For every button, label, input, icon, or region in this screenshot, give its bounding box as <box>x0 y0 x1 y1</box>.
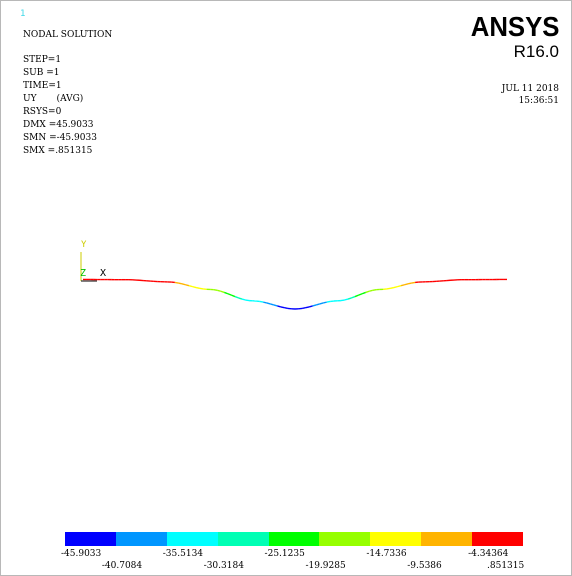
beam-segment <box>308 305 313 308</box>
beam-segment <box>188 285 193 288</box>
color-legend: -45.9033 -35.5134 -25.1235 -14.7336 -4.34364… <box>61 532 524 571</box>
beam-segment <box>220 290 225 294</box>
beam-segment <box>259 300 264 303</box>
beam-segment <box>174 281 179 284</box>
legend-label-lower: -30.3184 <box>203 561 244 571</box>
beam-segment <box>213 289 218 292</box>
beam-segment <box>217 289 221 292</box>
legend-swatch <box>166 532 219 546</box>
beam-segment <box>340 299 345 302</box>
legend-label-lower: .851315 <box>487 561 525 571</box>
beam-segment <box>347 297 352 300</box>
beam-segment <box>241 298 246 301</box>
legend-swatch <box>319 532 371 546</box>
info-smn: SMN =-45.9033 <box>23 133 97 143</box>
legend-label-upper: -25.1235 <box>264 549 305 559</box>
beam-segment <box>369 289 373 292</box>
beam-segment <box>270 303 274 306</box>
beam-segment <box>400 284 405 287</box>
beam-segment <box>386 287 391 290</box>
info-step: STEP=1 <box>23 55 62 65</box>
legend-label-upper: -14.7336 <box>366 549 407 559</box>
beam-segment <box>266 302 271 305</box>
beam-segment <box>181 283 186 286</box>
beam-segment <box>273 304 278 307</box>
beam-segment <box>263 301 267 304</box>
brand-version: R16.0 <box>513 42 559 61</box>
beam-segment <box>224 291 229 295</box>
beam-segment <box>280 306 285 309</box>
beam-segment <box>301 307 306 310</box>
beam-segment <box>351 295 356 299</box>
legend-swatch <box>115 532 168 546</box>
info-rsys: RSYS=0 <box>23 107 62 117</box>
beam-segment <box>411 281 416 284</box>
coordinate-triad: Y Z X <box>80 240 106 282</box>
beam-segment <box>358 293 363 296</box>
beam-segment <box>404 283 409 286</box>
beam-segment <box>361 291 366 295</box>
info-dmx: DMX =45.9033 <box>23 120 94 130</box>
legend-label-upper: -35.5134 <box>162 549 204 559</box>
timestamp-date: JUL 11 2018 <box>501 84 559 94</box>
brand-name: ANSYS <box>470 11 559 42</box>
beam-segment <box>407 282 412 285</box>
legend-label-lower: -40.7084 <box>101 561 143 571</box>
triad-y-label: Y <box>81 240 87 250</box>
beam-segment <box>326 300 331 303</box>
beam-segment <box>178 282 183 285</box>
beam-segment <box>316 303 320 306</box>
legend-label-upper: -45.9033 <box>61 549 102 559</box>
legend-swatch <box>370 532 422 546</box>
info-sub: SUB =1 <box>23 68 60 78</box>
timestamp-time: 15:36:51 <box>518 96 559 106</box>
beam-segment <box>365 290 370 294</box>
beam-segment <box>372 289 377 292</box>
triad-x-label: X <box>100 268 106 279</box>
legend-swatch <box>268 532 320 546</box>
beam-segment <box>390 286 395 289</box>
beam-segment <box>199 287 204 290</box>
beam-segment <box>185 284 190 287</box>
info-time: TIME=1 <box>23 81 62 91</box>
beam-segment <box>245 299 250 302</box>
beam-segment <box>393 285 398 289</box>
beam-segment <box>227 293 232 296</box>
legend-swatch <box>421 532 473 546</box>
beam-segment <box>344 298 349 301</box>
beam-segment <box>231 294 236 298</box>
beam-segment <box>323 301 327 304</box>
beam-segment <box>238 297 243 300</box>
timestamp: JUL 11 2018 15:36:51 <box>502 83 559 107</box>
beam-segment <box>195 286 200 289</box>
legend-label-lower: -9.5386 <box>407 561 442 571</box>
window-number: 1 <box>20 9 26 19</box>
triad-z-label: Z <box>80 268 86 279</box>
beam-segment <box>284 307 289 310</box>
beam-segment <box>319 302 324 305</box>
beam-segment <box>354 294 359 298</box>
info-result: UY (AVG) <box>23 94 84 104</box>
beam-segment <box>277 305 282 308</box>
deformed-beam <box>82 278 508 310</box>
info-title: NODAL SOLUTION <box>23 30 113 40</box>
legend-label-upper: -4.34364 <box>468 549 509 559</box>
legend-swatch <box>65 532 117 546</box>
ansys-logo: ANSYS R16.0 <box>463 13 559 61</box>
beam-segment <box>234 295 239 299</box>
legend-swatch <box>472 532 524 546</box>
beam-segment <box>305 306 310 309</box>
info-smx: SMX =.851315 <box>23 146 93 156</box>
beam-segment <box>192 285 197 289</box>
legend-label-lower: -19.9285 <box>305 561 346 571</box>
beam-segment <box>312 304 317 307</box>
legend-swatch <box>217 532 270 546</box>
beam-segment <box>397 285 402 288</box>
